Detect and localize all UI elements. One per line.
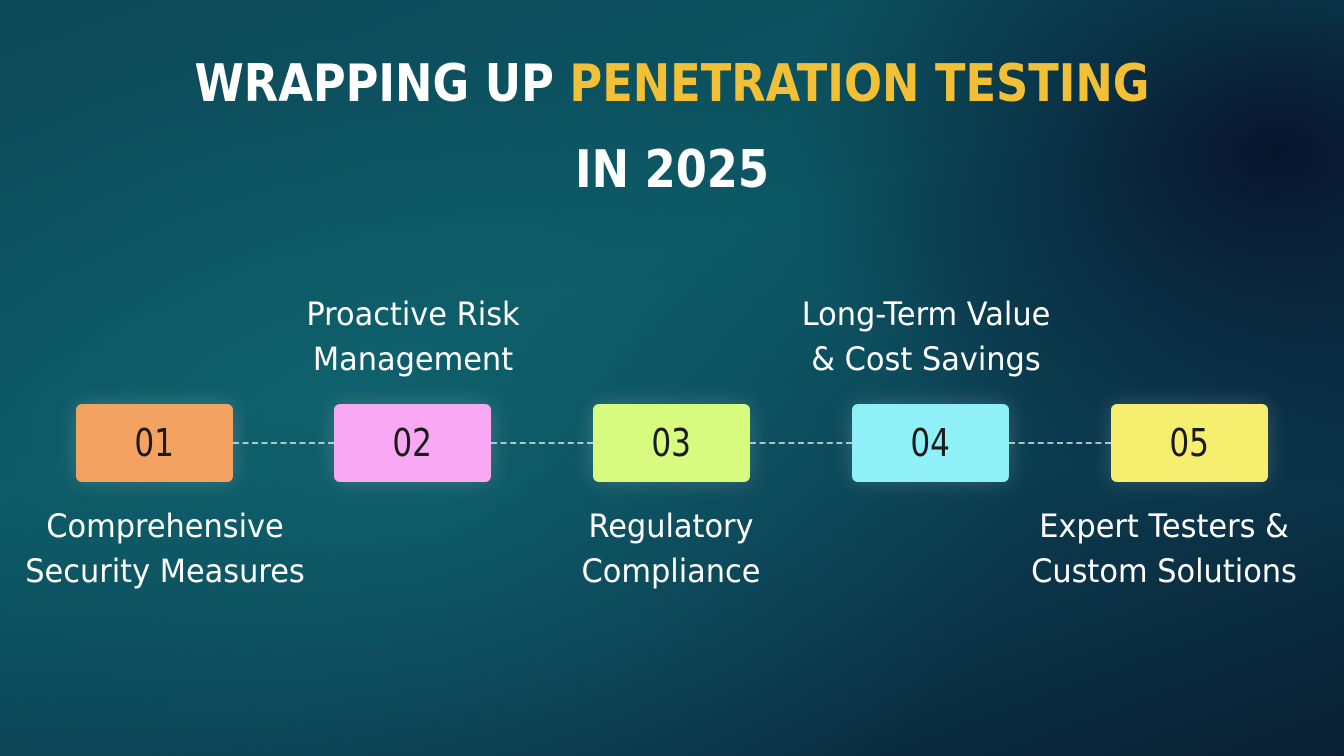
step-number-05: 05: [1169, 421, 1210, 465]
step-box-04: 04: [852, 404, 1009, 482]
step-label-01-line-2: Security Measures: [25, 552, 305, 590]
connector-01-02: [233, 442, 334, 444]
step-label-05: Expert Testers & Custom Solutions: [993, 504, 1335, 594]
step-label-03: Regulatory Compliance: [500, 504, 842, 594]
step-label-03-line-2: Compliance: [581, 552, 761, 590]
connector-04-05: [1009, 442, 1111, 444]
connector-03-04: [750, 442, 852, 444]
title-line-2: IN 2025: [574, 140, 770, 200]
step-box-03: 03: [593, 404, 750, 482]
connector-02-03: [491, 442, 593, 444]
step-box-05: 05: [1111, 404, 1268, 482]
step-number-03: 03: [651, 421, 692, 465]
title-plain-text: WRAPPING UP: [194, 54, 570, 114]
title-line-1: WRAPPING UP PENETRATION TESTING: [94, 58, 1250, 110]
title-accent-text: PENETRATION TESTING: [569, 54, 1150, 114]
step-number-04: 04: [910, 421, 951, 465]
step-label-04-line-1: Long-Term Value: [801, 295, 1051, 333]
step-label-03-line-1: Regulatory: [588, 507, 754, 545]
step-box-02: 02: [334, 404, 491, 482]
step-label-05-line-1: Expert Testers &: [1039, 507, 1289, 545]
step-label-01-line-1: Comprehensive: [46, 507, 284, 545]
step-label-04: Long-Term Value & Cost Savings: [755, 292, 1097, 382]
step-number-01: 01: [134, 421, 175, 465]
step-label-04-line-2: & Cost Savings: [811, 340, 1041, 378]
step-box-01: 01: [76, 404, 233, 482]
step-label-02-line-1: Proactive Risk: [306, 295, 520, 333]
step-number-02: 02: [392, 421, 433, 465]
step-label-05-line-2: Custom Solutions: [1031, 552, 1297, 590]
step-label-02-line-2: Management: [312, 340, 514, 378]
step-label-02: Proactive Risk Management: [242, 292, 584, 382]
step-label-01: Comprehensive Security Measures: [0, 504, 336, 594]
